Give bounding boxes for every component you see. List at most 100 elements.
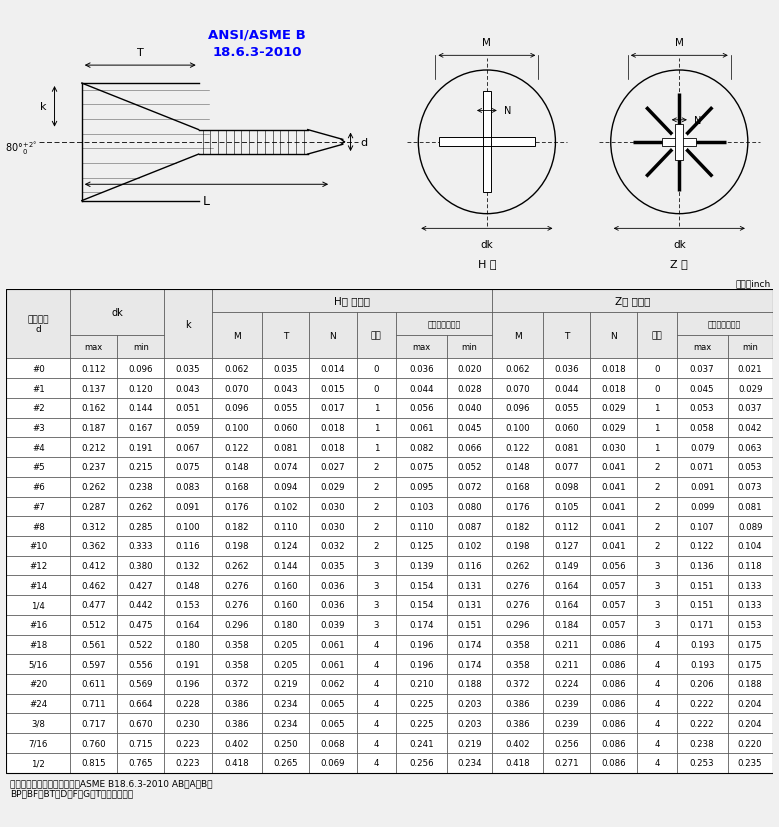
Bar	[70, 635, 118, 654]
Bar	[492, 536, 543, 556]
Text: 0.238: 0.238	[129, 483, 153, 491]
Text: 0.077: 0.077	[554, 463, 579, 472]
Text: 0.180: 0.180	[176, 640, 200, 649]
Bar	[309, 654, 357, 674]
Bar	[118, 734, 164, 753]
Bar	[263, 418, 309, 437]
Text: 0.206: 0.206	[690, 680, 714, 689]
Bar	[728, 674, 773, 694]
Bar	[309, 734, 357, 753]
Bar	[309, 497, 357, 517]
Text: 0.066: 0.066	[457, 443, 482, 452]
Bar	[543, 437, 590, 457]
Bar	[118, 359, 164, 379]
Text: N: N	[330, 332, 337, 340]
Text: 0.070: 0.070	[506, 384, 530, 393]
Bar	[590, 734, 637, 753]
Bar	[263, 714, 309, 734]
Text: 0.061: 0.061	[321, 660, 345, 669]
Bar	[590, 753, 637, 772]
Bar	[164, 399, 212, 418]
Text: 0.717: 0.717	[82, 719, 106, 728]
Text: dk: dk	[673, 240, 686, 250]
Text: 0: 0	[654, 384, 660, 393]
Bar	[447, 336, 492, 359]
Bar	[439, 138, 535, 147]
Bar	[6, 497, 70, 517]
Text: 0.139: 0.139	[409, 562, 434, 571]
Bar	[263, 674, 309, 694]
Text: 0.037: 0.037	[738, 404, 763, 413]
Bar	[677, 615, 728, 635]
Bar	[70, 753, 118, 772]
Bar	[728, 437, 773, 457]
Bar	[70, 399, 118, 418]
Bar	[6, 379, 70, 399]
Bar	[357, 615, 396, 635]
Bar	[6, 734, 70, 753]
Bar	[263, 556, 309, 576]
Bar	[357, 418, 396, 437]
Text: 0.136: 0.136	[690, 562, 714, 571]
Bar	[492, 437, 543, 457]
Bar	[118, 714, 164, 734]
Text: #6: #6	[32, 483, 44, 491]
Bar	[357, 359, 396, 379]
Bar	[637, 753, 677, 772]
Bar	[492, 457, 543, 477]
Bar	[357, 635, 396, 654]
Text: 0.224: 0.224	[554, 680, 579, 689]
Bar	[543, 595, 590, 615]
Bar	[263, 399, 309, 418]
Bar	[677, 497, 728, 517]
Bar	[637, 694, 677, 714]
Bar	[263, 457, 309, 477]
Bar	[590, 654, 637, 674]
Bar	[357, 714, 396, 734]
Bar	[70, 654, 118, 674]
Bar	[164, 536, 212, 556]
Text: 0.223: 0.223	[176, 758, 200, 767]
Text: ANSI/ASME B
18.6.3-2010: ANSI/ASME B 18.6.3-2010	[208, 29, 306, 59]
Bar	[70, 477, 118, 497]
Text: 0.148: 0.148	[176, 581, 200, 590]
Bar	[728, 497, 773, 517]
Bar	[70, 536, 118, 556]
Bar	[543, 654, 590, 674]
Bar	[543, 457, 590, 477]
Text: 0.196: 0.196	[176, 680, 200, 689]
Bar	[677, 399, 728, 418]
Bar	[543, 313, 590, 359]
Text: 0.160: 0.160	[273, 600, 298, 609]
Bar	[728, 477, 773, 497]
Text: 0.073: 0.073	[738, 483, 763, 491]
Bar	[492, 477, 543, 497]
Bar	[396, 674, 447, 694]
Bar	[637, 595, 677, 615]
Text: 0.205: 0.205	[273, 640, 298, 649]
Bar	[447, 379, 492, 399]
Bar	[447, 457, 492, 477]
Bar	[637, 497, 677, 517]
Bar	[6, 654, 70, 674]
Bar	[728, 556, 773, 576]
Bar	[447, 556, 492, 576]
Bar	[677, 517, 728, 536]
Bar	[543, 654, 590, 674]
Bar	[357, 694, 396, 714]
Bar	[447, 576, 492, 595]
Bar	[263, 497, 309, 517]
Text: 0.285: 0.285	[129, 522, 153, 531]
Bar	[590, 753, 637, 772]
Text: 3: 3	[374, 562, 379, 571]
Text: Z 型: Z 型	[671, 258, 688, 269]
Bar	[70, 437, 118, 457]
Bar	[70, 556, 118, 576]
Bar	[263, 576, 309, 595]
Bar	[118, 753, 164, 772]
Bar	[590, 313, 637, 359]
Bar	[309, 576, 357, 595]
Text: 0.153: 0.153	[176, 600, 200, 609]
Bar	[396, 714, 447, 734]
Bar	[492, 753, 543, 772]
